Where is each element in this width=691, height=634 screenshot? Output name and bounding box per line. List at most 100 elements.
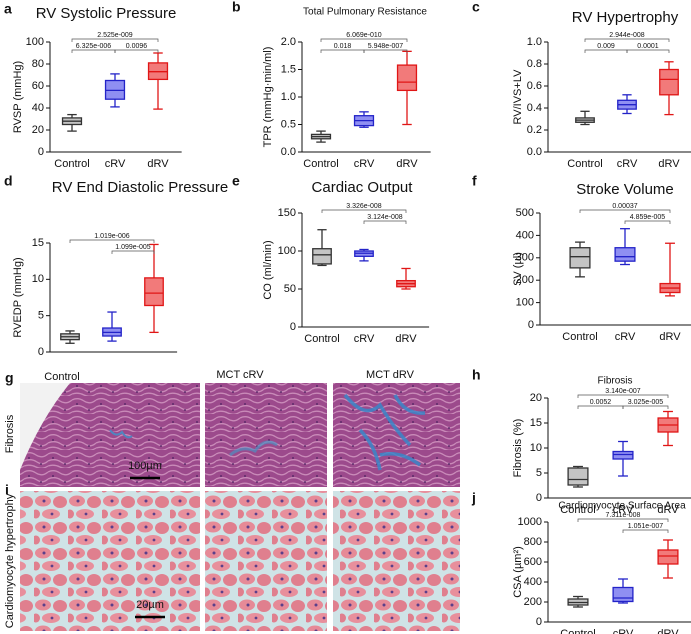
histology: g i Control MCT cRV MCT dRV Fibrosis Car… — [4, 369, 460, 631]
p-value: 0.0096 — [126, 43, 148, 50]
x-tick-label: dRV — [396, 158, 418, 170]
y-axis-label: RV/IVS+LV — [512, 69, 524, 125]
p-value: 0.009 — [597, 43, 615, 50]
y-tick-label: 500 — [516, 207, 534, 219]
micrograph — [333, 491, 460, 631]
y-tick-label: 15 — [32, 237, 44, 249]
column-label: MCT cRV — [216, 369, 264, 381]
x-tick-label: Control — [303, 158, 338, 170]
x-tick-label: Control — [304, 333, 339, 345]
x-tick-label: dRV — [657, 628, 679, 634]
row-label: Cardiomyocyte hypertrophy — [4, 493, 16, 628]
significance-bracket — [69, 239, 155, 243]
x-tick-label: cRV — [617, 158, 638, 170]
stain — [229, 440, 278, 457]
p-value: 6.069e-010 — [346, 32, 382, 39]
significance-bracket — [321, 209, 407, 213]
y-tick-label: 20 — [530, 392, 542, 404]
scale-bar-label: 20µm — [136, 599, 164, 611]
x-tick-label: cRV — [615, 331, 636, 343]
micrograph-background — [20, 383, 70, 470]
stain — [109, 429, 133, 439]
panel-letter: d — [4, 173, 13, 189]
significance-bracket — [577, 394, 669, 398]
micrograph — [205, 383, 327, 487]
significance-bracket — [579, 209, 671, 213]
p-value: 4.859e-005 — [630, 214, 666, 221]
y-tick-label: 1.0 — [527, 36, 542, 48]
y-tick-label: 200 — [524, 596, 542, 608]
significance-bracket — [626, 49, 670, 53]
chart-title: RV Hypertrophy — [572, 9, 679, 26]
y-tick-label: 800 — [524, 536, 542, 548]
p-value: 1.019e-006 — [94, 233, 130, 240]
y-tick-label: 200 — [516, 274, 534, 286]
y-tick-label: 20 — [32, 124, 44, 136]
p-value: 3.140e-007 — [605, 388, 641, 395]
significance-bracket — [363, 220, 407, 224]
y-tick-label: 400 — [516, 229, 534, 241]
box — [567, 467, 589, 486]
x-tick-label: Control — [567, 158, 602, 170]
y-tick-label: 0.5 — [281, 118, 296, 130]
x-tick-label: Control — [560, 628, 595, 634]
p-value: 6.325e-006 — [76, 43, 112, 50]
row-label: Fibrosis — [4, 414, 16, 453]
p-value: 5.948e-007 — [368, 43, 404, 50]
micrograph — [205, 491, 327, 631]
y-tick-label: 300 — [516, 252, 534, 264]
significance-bracket — [622, 405, 669, 409]
significance-bracket — [111, 250, 155, 254]
y-tick-label: 0 — [536, 492, 542, 504]
p-value: 2.944e-008 — [609, 32, 645, 39]
box — [396, 64, 418, 92]
chart-title: RV End Diastolic Pressure — [52, 179, 228, 196]
panel-letter: f — [472, 173, 477, 189]
y-tick-label: 10 — [530, 442, 542, 454]
y-axis-label: RVEDP (mmHg) — [12, 257, 24, 337]
significance-bracket — [114, 49, 159, 53]
y-tick-label: 80 — [32, 58, 44, 70]
y-tick-label: 0.0 — [527, 146, 542, 158]
column-label: MCT dRV — [366, 369, 415, 381]
y-tick-label: 50 — [284, 283, 296, 295]
y-tick-label: 0 — [290, 321, 296, 333]
significance-bracket — [71, 49, 116, 53]
y-tick-label: 0.2 — [527, 124, 542, 136]
box — [569, 247, 591, 269]
y-tick-label: 0 — [38, 346, 44, 358]
x-tick-label: dRV — [395, 333, 417, 345]
y-tick-label: 10 — [32, 273, 44, 285]
y-tick-label: 0.4 — [527, 102, 542, 114]
panel-letter: g — [5, 370, 14, 386]
y-tick-label: 0 — [536, 616, 542, 628]
box — [312, 248, 332, 265]
y-axis-label: RVSP (mmHg) — [12, 61, 24, 133]
significance-bracket — [71, 38, 159, 42]
panel-letter: c — [472, 0, 480, 15]
x-tick-label: Control — [562, 331, 597, 343]
x-tick-label: cRV — [613, 628, 634, 634]
p-value: 0.0052 — [590, 399, 612, 406]
x-tick-label: cRV — [354, 333, 375, 345]
x-tick-label: cRV — [105, 158, 126, 170]
p-value: 2.525e-009 — [97, 32, 133, 39]
chart-title: Cardiomyocyte Surface Area — [558, 501, 686, 512]
y-axis-label: Fibrosis (%) — [512, 419, 524, 478]
stain — [343, 393, 426, 471]
y-tick-label: 100 — [278, 245, 296, 257]
y-tick-label: 2.0 — [281, 36, 296, 48]
significance-bracket — [622, 529, 669, 533]
p-value: 1.099e-005 — [115, 244, 151, 251]
box — [614, 247, 636, 262]
y-tick-label: 600 — [524, 556, 542, 568]
p-value: 1.051e-007 — [628, 523, 664, 530]
chart-title: Stroke Volume — [576, 181, 674, 198]
chart-title: Total Pulmonary Resistance — [303, 7, 427, 18]
y-tick-label: 0 — [38, 146, 44, 158]
significance-bracket — [577, 405, 624, 409]
y-tick-label: 1.5 — [281, 63, 296, 75]
y-tick-label: 0.0 — [281, 146, 296, 158]
x-tick-label: Control — [560, 504, 595, 516]
